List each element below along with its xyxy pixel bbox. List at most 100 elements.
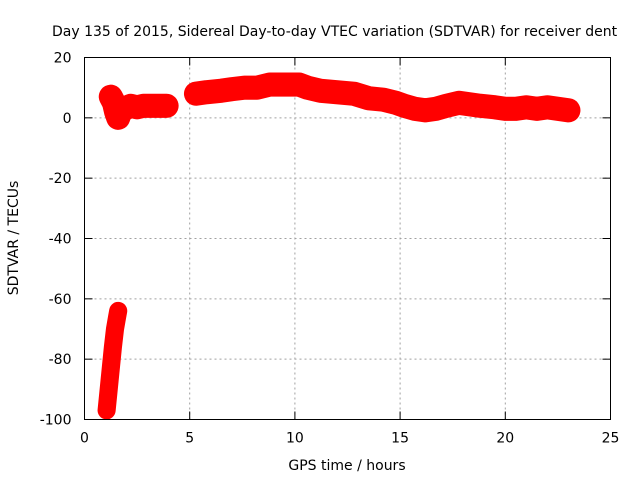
data-point-marker [547,99,554,106]
data-point-marker [415,111,422,118]
x-tick-label: 15 [391,431,409,447]
data-point-marker [232,85,239,92]
data-point-marker [418,106,425,113]
data-point-marker [124,98,131,105]
data-point-marker [418,112,425,119]
data-point-marker [193,96,200,103]
data-point-marker [312,92,319,99]
data-point-marker [425,101,432,108]
data-point-marker [473,102,480,109]
data-point-marker [160,108,167,115]
data-point-marker [262,82,269,89]
data-point-marker [107,88,114,95]
data-point-marker [512,111,519,118]
data-point-marker [134,104,141,111]
data-point-marker [498,99,505,106]
data-point-marker [429,100,436,107]
data-point-marker [304,79,311,86]
data-point-marker [196,95,203,102]
data-point-marker [380,96,387,103]
data-point-marker [463,106,470,113]
data-point-marker [312,86,319,93]
data-point-marker [124,104,131,111]
axis-ticks: 0 5 10 15 20 25 -100 -80 -60 -40 -20 0 20 [40,51,620,447]
data-point-marker [447,107,454,114]
data-point-marker [300,88,307,95]
data-point-marker [519,99,526,106]
data-point-marker [232,80,239,87]
data-point-marker [358,87,365,94]
data-point-marker [350,96,357,103]
y-axis-title: SDTVAR / TECUs [6,181,22,296]
data-point-marker [380,102,387,109]
data-point-marker [544,104,551,111]
data-point-marker [358,98,365,105]
data-point-marker [463,95,470,102]
data-point-marker [544,98,551,105]
data-point-marker [526,104,533,111]
data-point-marker [554,111,561,118]
chart-title: Day 135 of 2015, Sidereal Day-to-day VTE… [52,24,618,40]
data-point-marker [262,77,269,84]
data-point-marker [200,95,207,102]
data-point-marker [530,99,537,106]
data-point-marker [221,92,228,99]
data-point-marker [134,98,141,105]
data-point-marker [533,100,540,107]
y-tick-label: 20 [54,51,72,67]
data-point-marker [112,329,119,336]
data-point-marker [512,100,519,107]
data-point-marker [408,99,415,106]
data-point-marker [116,117,123,124]
data-point-marker [300,77,307,84]
data-point-marker [304,84,311,91]
x-tick-label: 20 [496,431,514,447]
data-point-marker [473,107,480,114]
data-point-marker [221,81,228,88]
data-point-marker [109,91,116,98]
data-point-marker [436,104,443,111]
data-point-marker [124,109,131,116]
y-tick-label: -20 [49,171,72,187]
data-point-marker [304,90,311,97]
data-point-marker [308,80,315,87]
data-point-marker [110,94,117,101]
data-point-marker [254,79,261,86]
data-point-marker [258,78,265,85]
data-point-marker [308,85,315,92]
data-point-marker [432,100,439,107]
data-point-marker [516,105,523,112]
y-tick-label: -40 [49,232,72,248]
y-tick-label: -100 [40,413,72,429]
data-series [97,72,581,420]
data-point-marker [384,103,391,110]
data-point-marker [127,108,134,115]
data-point-marker [456,94,463,101]
data-point-marker [463,100,470,107]
data-point-marker [258,83,265,90]
data-point-marker [296,81,303,88]
data-point-marker [466,101,473,108]
data-point-marker [350,90,357,97]
x-tick-label: 0 [80,431,89,447]
data-point-marker [237,85,244,92]
data-point-marker [537,99,544,106]
data-point-marker [498,110,505,117]
data-point-marker [459,100,466,107]
data-point-marker [533,111,540,118]
data-point-marker [436,99,443,106]
data-point-marker [127,102,134,109]
data-point-marker [432,105,439,112]
data-series-segment-3 [183,72,581,123]
data-point-marker [401,97,408,104]
data-point-marker [558,111,565,118]
data-point-marker [113,321,120,328]
data-point-marker [537,105,544,112]
data-point-marker [392,105,399,112]
data-point-marker [519,110,526,117]
data-point-marker [466,106,473,113]
data-point-marker [137,108,144,115]
data-point-marker [526,99,533,106]
data-point-marker [491,109,498,116]
